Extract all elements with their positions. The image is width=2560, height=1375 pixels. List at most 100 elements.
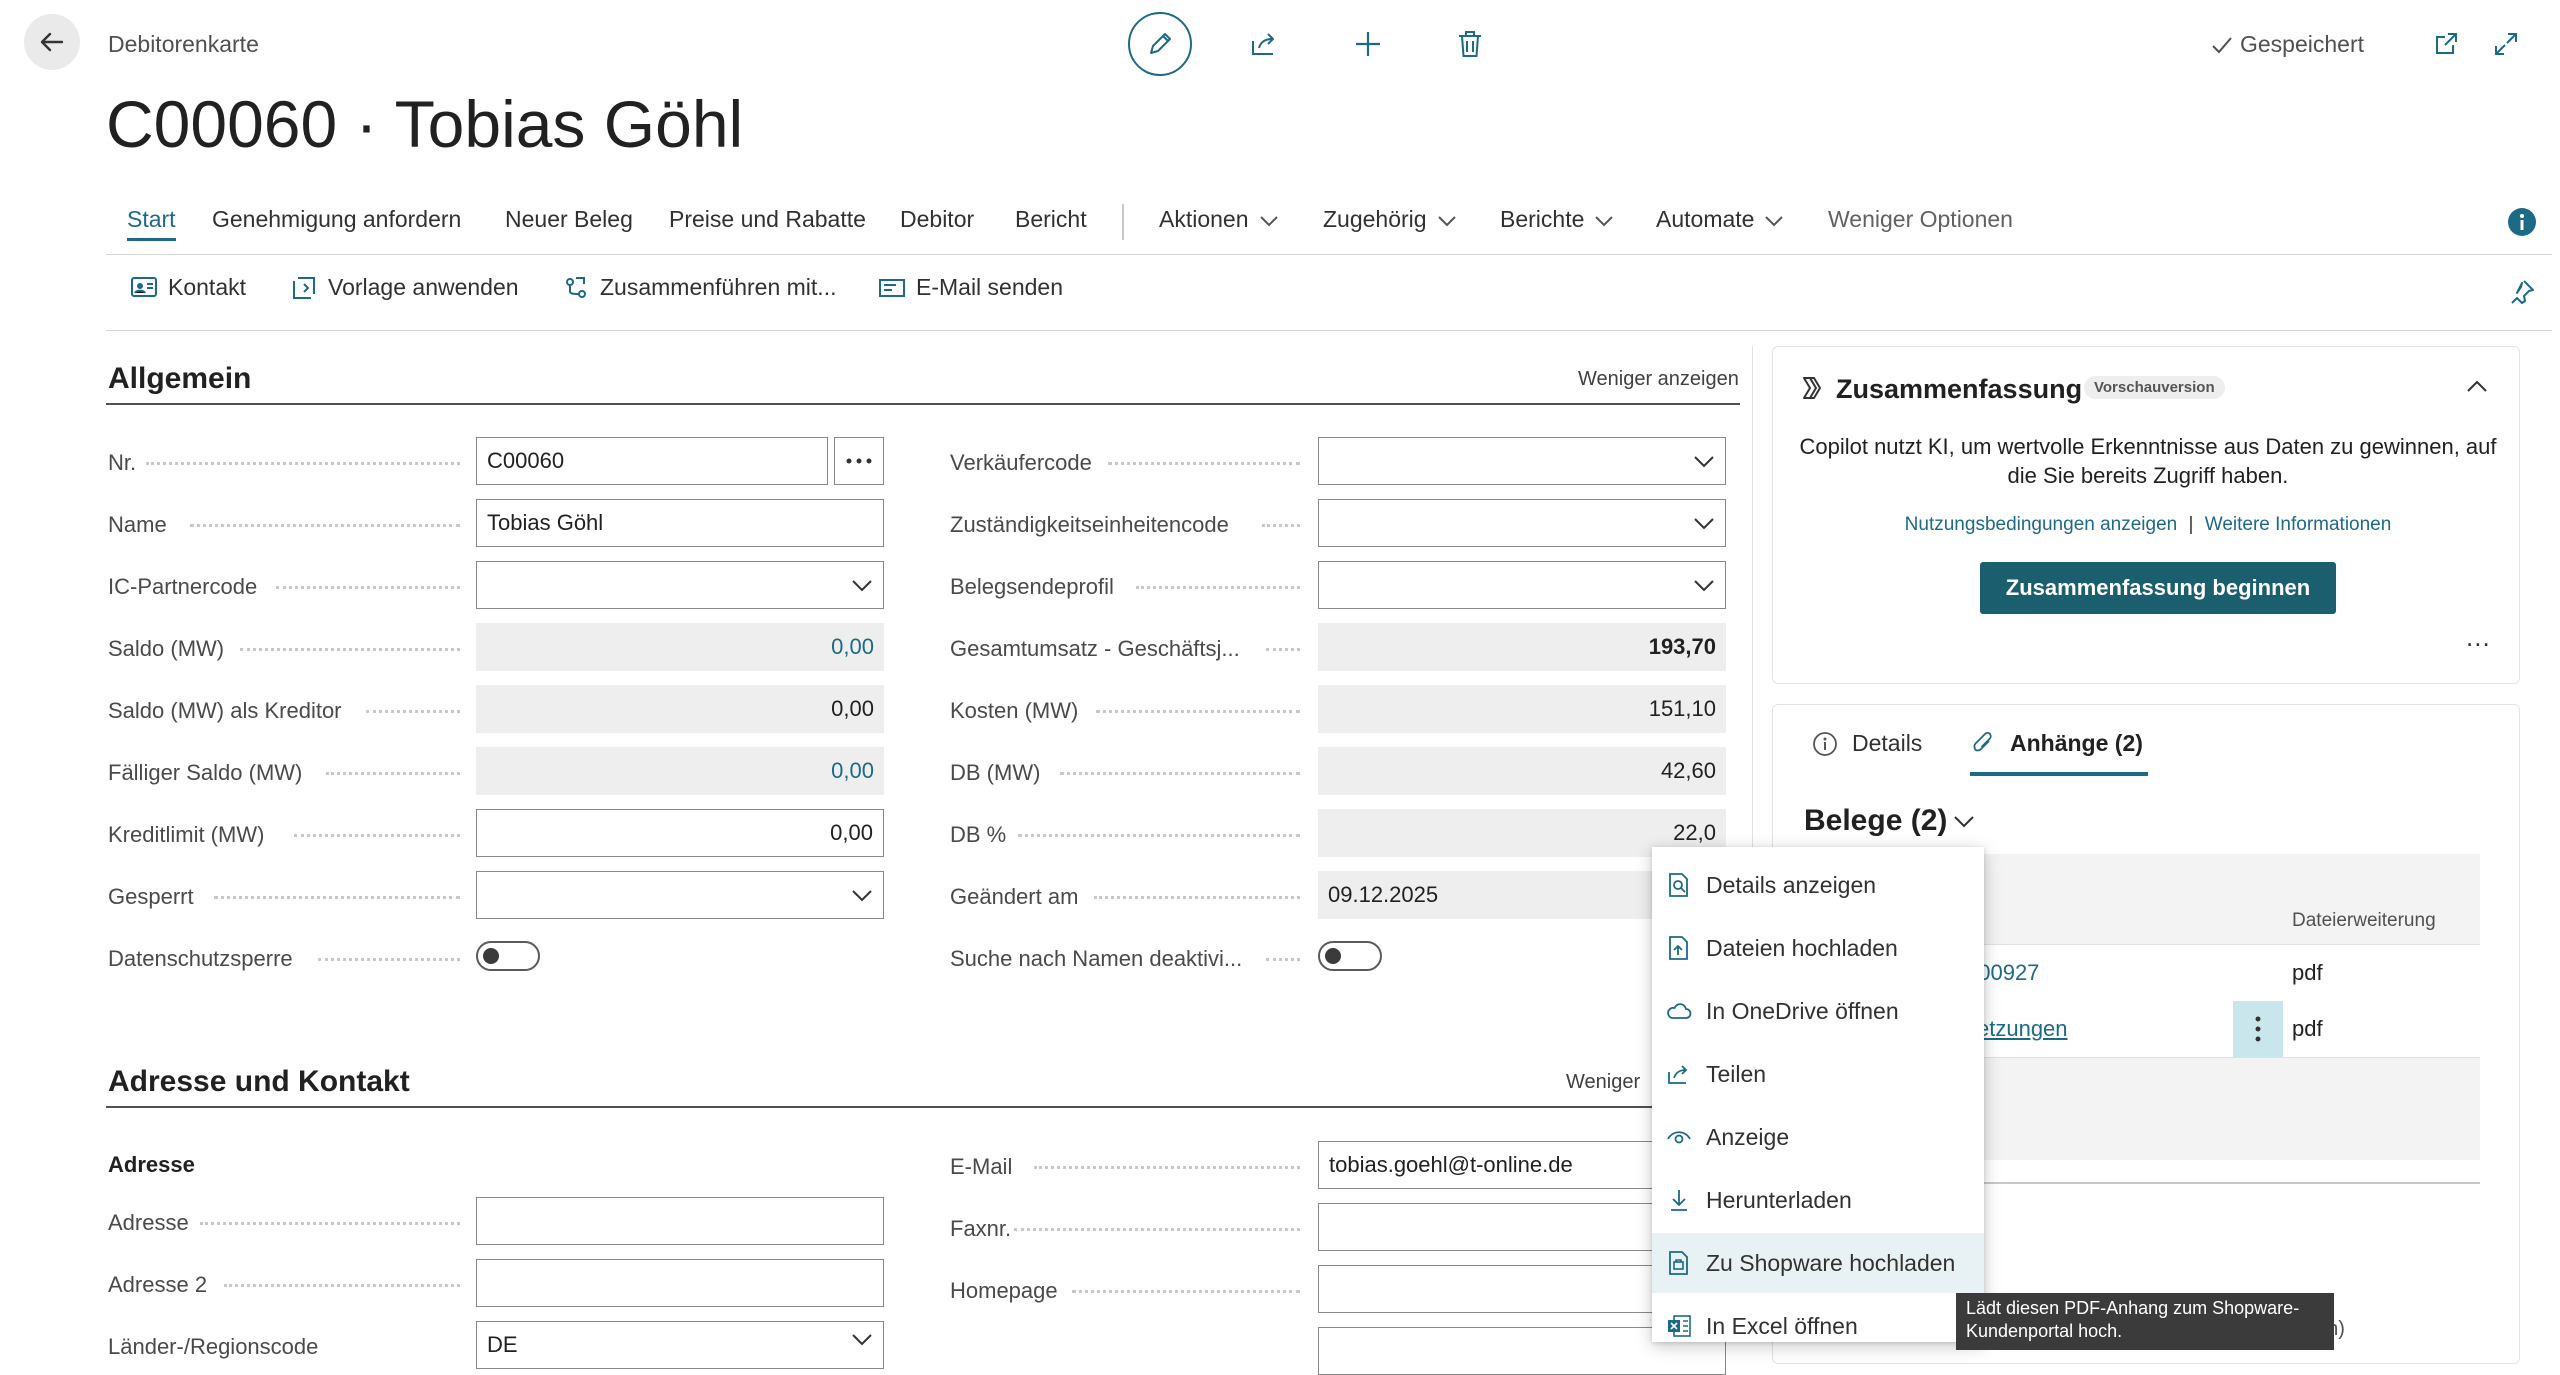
country-select[interactable]: DE [476,1321,884,1369]
back-button[interactable] [24,14,80,70]
chevron-down-icon [1694,456,1714,468]
cloud-icon [1667,1003,1692,1019]
blocked-select[interactable] [476,871,884,919]
open-new-window-button[interactable] [2426,24,2466,64]
field-dots [1034,1166,1300,1169]
balance-value[interactable]: 0,00 [476,623,884,671]
menu-item-upload-shopware[interactable]: Zu Shopware hochladen [1652,1233,1984,1293]
contact-action[interactable]: Kontakt [130,274,246,301]
send-email-action[interactable]: E-Mail senden [878,274,1063,301]
field-dots [1072,1290,1300,1293]
privacy-block-toggle[interactable] [476,941,540,971]
chevron-down-icon [1954,816,1975,828]
details-icon [1669,873,1688,897]
merge-action[interactable]: Zusammenführen mit... [562,274,836,301]
disable-name-search-toggle[interactable] [1318,941,1382,971]
name-input[interactable]: Tobias Göhl [476,499,884,547]
factbox-tab-details[interactable]: Details [1812,730,1922,757]
field-dots [1108,462,1300,465]
address-input[interactable] [476,1197,884,1245]
tab-prices-discounts[interactable]: Preise und Rabatte [669,206,866,233]
tab-fewer-options[interactable]: Weniger Optionen [1828,206,2013,233]
menu-item-view[interactable]: Anzeige [1652,1107,1984,1167]
menu-item-open-excel[interactable]: In Excel öffnen [1652,1296,1984,1356]
menu-item-share[interactable]: Teilen [1652,1044,1984,1104]
expand-button[interactable] [2486,24,2526,64]
address2-input[interactable] [476,1259,884,1307]
field-label-sending-profile: Belegsendeprofil [950,574,1114,599]
table-row[interactable] [1966,1001,2480,1058]
field-label-address2: Adresse 2 [108,1272,208,1297]
sending-profile-select[interactable] [1318,561,1726,609]
start-summary-button[interactable]: Zusammenfassung beginnen [1980,562,2336,614]
merge-icon [566,276,586,298]
tab-customer[interactable]: Debitor [900,206,974,233]
ic-partner-select[interactable] [476,561,884,609]
nr-input[interactable]: C00060 [476,437,828,485]
terms-link[interactable]: Nutzungsbedingungen anzeigen [1904,514,2178,535]
apply-template-action-label: Vorlage anwenden [328,274,519,300]
tab-approval-label: Genehmigung anfordern [212,206,462,232]
preview-badge: Vorschauversion [2084,376,2225,399]
documents-title[interactable]: Belege (2) [1804,804,1975,838]
nr-lookup-button[interactable] [834,437,884,485]
tab-report-label: Bericht [1015,206,1087,232]
menu-item-download[interactable]: Herunterladen [1652,1170,1984,1230]
vertical-ellipsis-icon [2255,1016,2261,1042]
pin-button[interactable] [2504,274,2540,310]
share-icon [1252,33,1274,55]
field-dots [190,524,460,527]
responsibility-select[interactable] [1318,499,1726,547]
due-balance-value[interactable]: 0,00 [476,747,884,795]
menu-item-show-details[interactable]: Details anzeigen [1652,855,1984,915]
tab-related[interactable]: Zugehörig [1323,206,1457,233]
edit-button[interactable] [1128,12,1192,76]
field-dots [1060,772,1300,775]
field-label-nr: Nr. [108,450,137,475]
saved-status: Gespeichert [2210,31,2364,58]
new-button[interactable] [1346,22,1390,66]
tab-start[interactable]: Start [127,206,176,233]
factbox-tab-details-label: Details [1852,730,1923,756]
envelope-icon [879,278,905,297]
info-button[interactable] [2508,208,2536,236]
copilot-icon [1798,374,1826,402]
expand-icon [2495,33,2517,55]
contact-action-label: Kontakt [168,274,246,300]
total-sales-value[interactable]: 193,70 [1318,623,1726,671]
delete-button[interactable] [1448,22,1492,66]
general-show-less-link[interactable]: Weniger anzeigen [1578,368,1739,390]
more-info-link[interactable]: Weitere Informationen [2204,514,2392,535]
share-button[interactable] [1244,22,1284,66]
tab-report[interactable]: Bericht [1015,206,1087,233]
factbox-tab-attachments[interactable]: Anhänge (2) [1970,730,2143,757]
tab-new-document[interactable]: Neuer Beleg [505,206,633,233]
tab-actions[interactable]: Aktionen [1159,206,1279,233]
tab-reports[interactable]: Berichte [1500,206,1614,233]
tab-approval[interactable]: Genehmigung anfordern [212,206,461,233]
field-label-salesperson: Verkäufercode [950,450,1092,475]
country-value: DE [487,1332,518,1357]
apply-template-action[interactable]: Vorlage anwenden [290,274,519,301]
field-label-disable-name-search: Suche nach Namen deaktivi... [950,946,1243,971]
menu-item-upload-files[interactable]: Dateien hochladen [1652,918,1984,978]
tab-fewer-options-label: Weniger Optionen [1828,206,2013,232]
paperclip-icon [1973,731,1992,751]
pin-icon [2511,280,2534,304]
address-show-less-link[interactable]: Weniger [1566,1071,1641,1093]
menu-item-open-onedrive[interactable]: In OneDrive öffnen [1652,981,1984,1041]
balance-vendor-value: 0,00 [476,685,884,733]
eye-icon [1667,1131,1691,1144]
copilot-more-button[interactable]: ... [2466,622,2491,652]
tab-automate[interactable]: Automate [1656,206,1784,233]
credit-limit-input[interactable]: 0,00 [476,809,884,857]
table-row[interactable] [1966,944,2480,1002]
copilot-card [1772,346,2520,684]
salesperson-select[interactable] [1318,437,1726,485]
tab-automate-label: Automate [1656,206,1755,232]
field-dots [1018,834,1300,837]
row-2-more-button[interactable] [2233,1001,2283,1057]
tab-reports-label: Berichte [1500,206,1585,232]
collapse-copilot-button[interactable] [2460,372,2494,402]
field-dots [200,1222,460,1225]
